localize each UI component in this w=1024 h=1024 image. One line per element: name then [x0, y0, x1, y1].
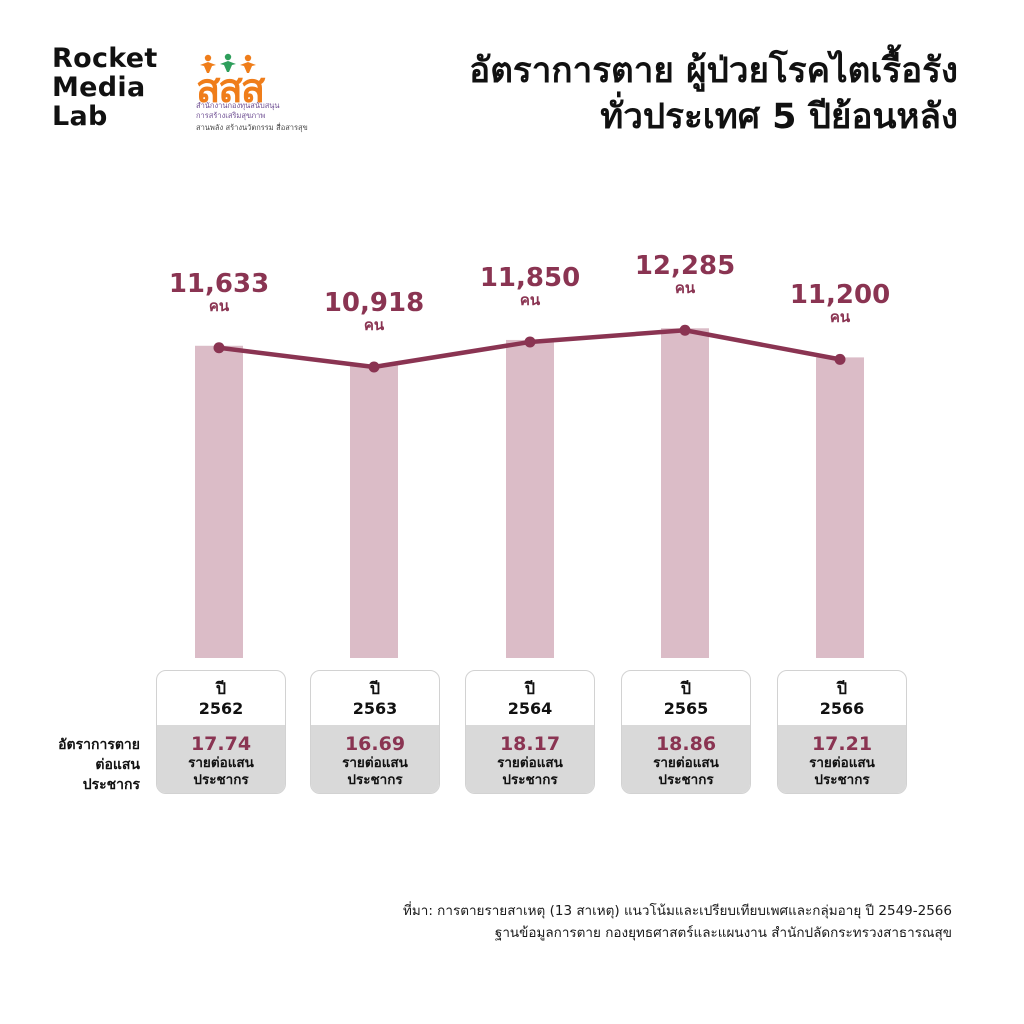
year-box-2562: ปี 2562 17.74 รายต่อแสน ประชากร	[156, 670, 286, 794]
rate-unit-line-1: รายต่อแสน	[653, 755, 719, 771]
chart-title-line-1: อัตราการตาย ผู้ป่วยโรคไตเรื้อรัง	[469, 51, 958, 91]
rate-panel: 16.69 รายต่อแสน ประชากร	[311, 725, 439, 793]
thaihealth-logo: สสส สำนักงานกองทุนสนับสนุน การสร้างเสริม…	[192, 38, 312, 134]
trend-point-2562	[213, 342, 225, 354]
year-box-2563: ปี 2563 16.69 รายต่อแสน ประชากร	[310, 670, 440, 794]
value-label-number: 11,633	[168, 268, 270, 299]
value-label-unit: คน	[363, 315, 385, 334]
year-box-2564: ปี 2564 18.17 รายต่อแสน ประชากร	[465, 670, 595, 794]
value-label-2566: 11,200 คน	[765, 281, 915, 325]
rate-value: 17.74	[190, 733, 252, 755]
bar-2565	[661, 328, 709, 658]
value-label-2565: 12,285 คน	[610, 252, 760, 296]
rate-row-label-line-1: อัตราการตาย	[58, 737, 140, 753]
rate-panel: 17.74 รายต่อแสน ประชากร	[157, 725, 285, 793]
value-label-2562: 11,633 คน	[144, 270, 294, 314]
rate-panel: 18.17 รายต่อแสน ประชากร	[466, 725, 594, 793]
value-label-unit: คน	[829, 308, 851, 327]
year-prefix: ปี	[836, 679, 848, 698]
rate-value: 18.17	[499, 733, 561, 755]
rate-row-label-line-3: ประชากร	[82, 777, 140, 793]
year-prefix: ปี	[680, 679, 692, 698]
year-prefix: ปี	[369, 679, 381, 698]
trend-point-2563	[368, 361, 380, 373]
logo-tagline: สานพลัง สร้างนวัตกรรม สื่อสารสุข	[196, 123, 308, 132]
brand-line-2: Media	[52, 72, 146, 103]
rate-unit-line-2: ประชากร	[193, 772, 249, 788]
rate-unit-line-2: ประชากร	[347, 772, 403, 788]
brand-line-1: Rocket	[52, 43, 158, 74]
logo-subtitle-1: สำนักงานกองทุนสนับสนุน	[196, 101, 280, 110]
rate-panel: 17.21 รายต่อแสน ประชากร	[778, 725, 906, 793]
trend-point-2566	[834, 353, 846, 365]
value-label-number: 11,850	[479, 262, 581, 293]
bar-2562	[195, 345, 243, 658]
rate-row-label-line-2: ต่อแสน	[95, 757, 140, 773]
year-label: 2563	[352, 699, 398, 718]
chart-title: อัตราการตาย ผู้ป่วยโรคไตเรื้อรัง ทั่วประ…	[469, 48, 958, 140]
source-note: ที่มา: การตายรายสาเหตุ (13 สาเหตุ) แนวโน…	[403, 900, 952, 944]
rate-unit-line-2: ประชากร	[814, 772, 870, 788]
value-label-unit: คน	[674, 279, 696, 298]
year-label: 2564	[507, 699, 553, 718]
bar-2563	[350, 364, 398, 658]
year-label: 2565	[663, 699, 709, 718]
value-label-unit: คน	[519, 290, 541, 309]
year-prefix: ปี	[215, 679, 227, 698]
value-label-number: 11,200	[789, 280, 891, 311]
brand-line-3: Lab	[52, 101, 108, 132]
year-box-2565: ปี 2565 18.86 รายต่อแสน ประชากร	[621, 670, 751, 794]
rate-unit-line-1: รายต่อแสน	[497, 755, 563, 771]
rate-panel: 18.86 รายต่อแสน ประชากร	[622, 725, 750, 793]
rate-value: 17.21	[811, 733, 873, 755]
trend-point-2564	[524, 336, 536, 348]
bar-2564	[506, 339, 554, 658]
value-label-2564: 11,850 คน	[455, 264, 605, 308]
people-figures-icon	[200, 53, 256, 73]
rate-value: 18.86	[655, 733, 717, 755]
value-label-number: 12,285	[634, 251, 736, 282]
trend-point-2565	[679, 324, 691, 336]
bar-2566	[816, 357, 864, 658]
year-label: 2562	[198, 699, 244, 718]
rate-unit-line-2: ประชากร	[502, 772, 558, 788]
brand-logo: Rocket Media Lab	[52, 44, 158, 131]
rate-value: 16.69	[344, 733, 406, 755]
source-line-2: ฐานข้อมูลการตาย กองยุทธศาสตร์และแผนงาน ส…	[494, 925, 952, 941]
year-box-2566: ปี 2566 17.21 รายต่อแสน ประชากร	[777, 670, 907, 794]
value-label-number: 10,918	[323, 287, 425, 318]
logo-subtitle-2: การสร้างเสริมสุขภาพ	[196, 111, 266, 120]
value-label-2563: 10,918 คน	[299, 289, 449, 333]
year-label: 2566	[819, 699, 865, 718]
source-line-1: ที่มา: การตายรายสาเหตุ (13 สาเหตุ) แนวโน…	[402, 903, 952, 919]
year-prefix: ปี	[524, 679, 536, 698]
rate-unit-line-1: รายต่อแสน	[809, 755, 875, 771]
value-label-unit: คน	[208, 296, 230, 315]
rate-unit-line-2: ประชากร	[658, 772, 714, 788]
logo-wordmark: สสส	[196, 66, 265, 112]
rate-unit-line-1: รายต่อแสน	[188, 755, 254, 771]
rate-row-label: อัตราการตาย ต่อแสน ประชากร	[40, 735, 140, 795]
rate-unit-line-1: รายต่อแสน	[342, 755, 408, 771]
chart-title-line-2: ทั่วประเทศ 5 ปีย้อนหลัง	[600, 97, 958, 137]
